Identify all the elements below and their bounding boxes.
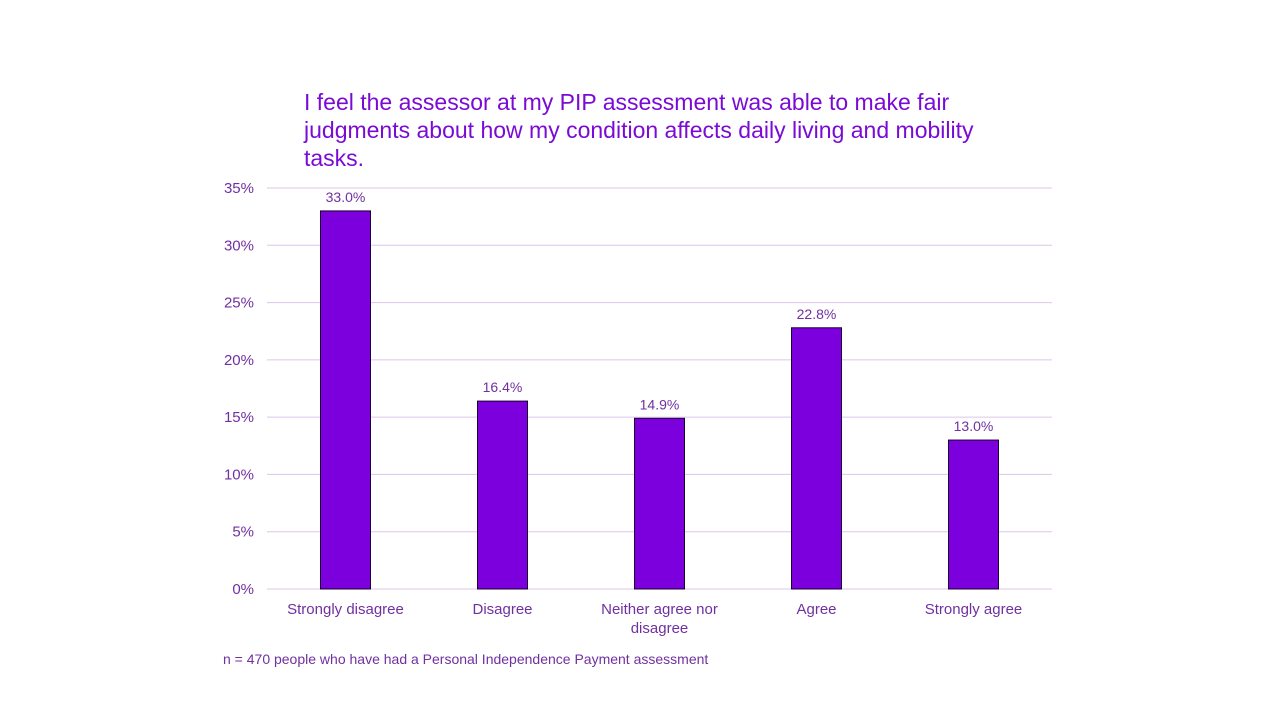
chart-title: I feel the assessor at my PIP assessment… <box>304 89 974 171</box>
y-tick-label: 30% <box>224 237 254 254</box>
x-tick-label: Disagree <box>472 601 532 618</box>
data-label: 22.8% <box>797 306 837 322</box>
data-label: 33.0% <box>326 189 366 205</box>
x-tick-label: Agree <box>796 601 836 618</box>
sample-note: n = 470 people who have had a Personal I… <box>223 651 709 667</box>
y-tick-label: 25% <box>224 295 254 312</box>
data-label: 16.4% <box>483 379 523 395</box>
bar <box>791 327 842 590</box>
bar <box>948 439 999 590</box>
data-label: 13.0% <box>954 418 994 434</box>
y-tick-label: 35% <box>224 180 254 197</box>
y-tick-label: 15% <box>224 409 254 426</box>
bar <box>477 400 528 590</box>
y-tick-label: 10% <box>224 466 254 483</box>
data-label: 14.9% <box>640 396 680 412</box>
x-tick-label: Strongly agree <box>925 601 1023 618</box>
x-tick-label: Neither agree nor disagree <box>601 601 718 637</box>
y-tick-label: 5% <box>232 524 254 541</box>
x-tick-label: Strongly disagree <box>287 601 404 618</box>
y-tick-label: 0% <box>232 581 254 598</box>
bar <box>634 417 685 590</box>
bar <box>320 210 371 590</box>
y-tick-label: 20% <box>224 352 254 369</box>
